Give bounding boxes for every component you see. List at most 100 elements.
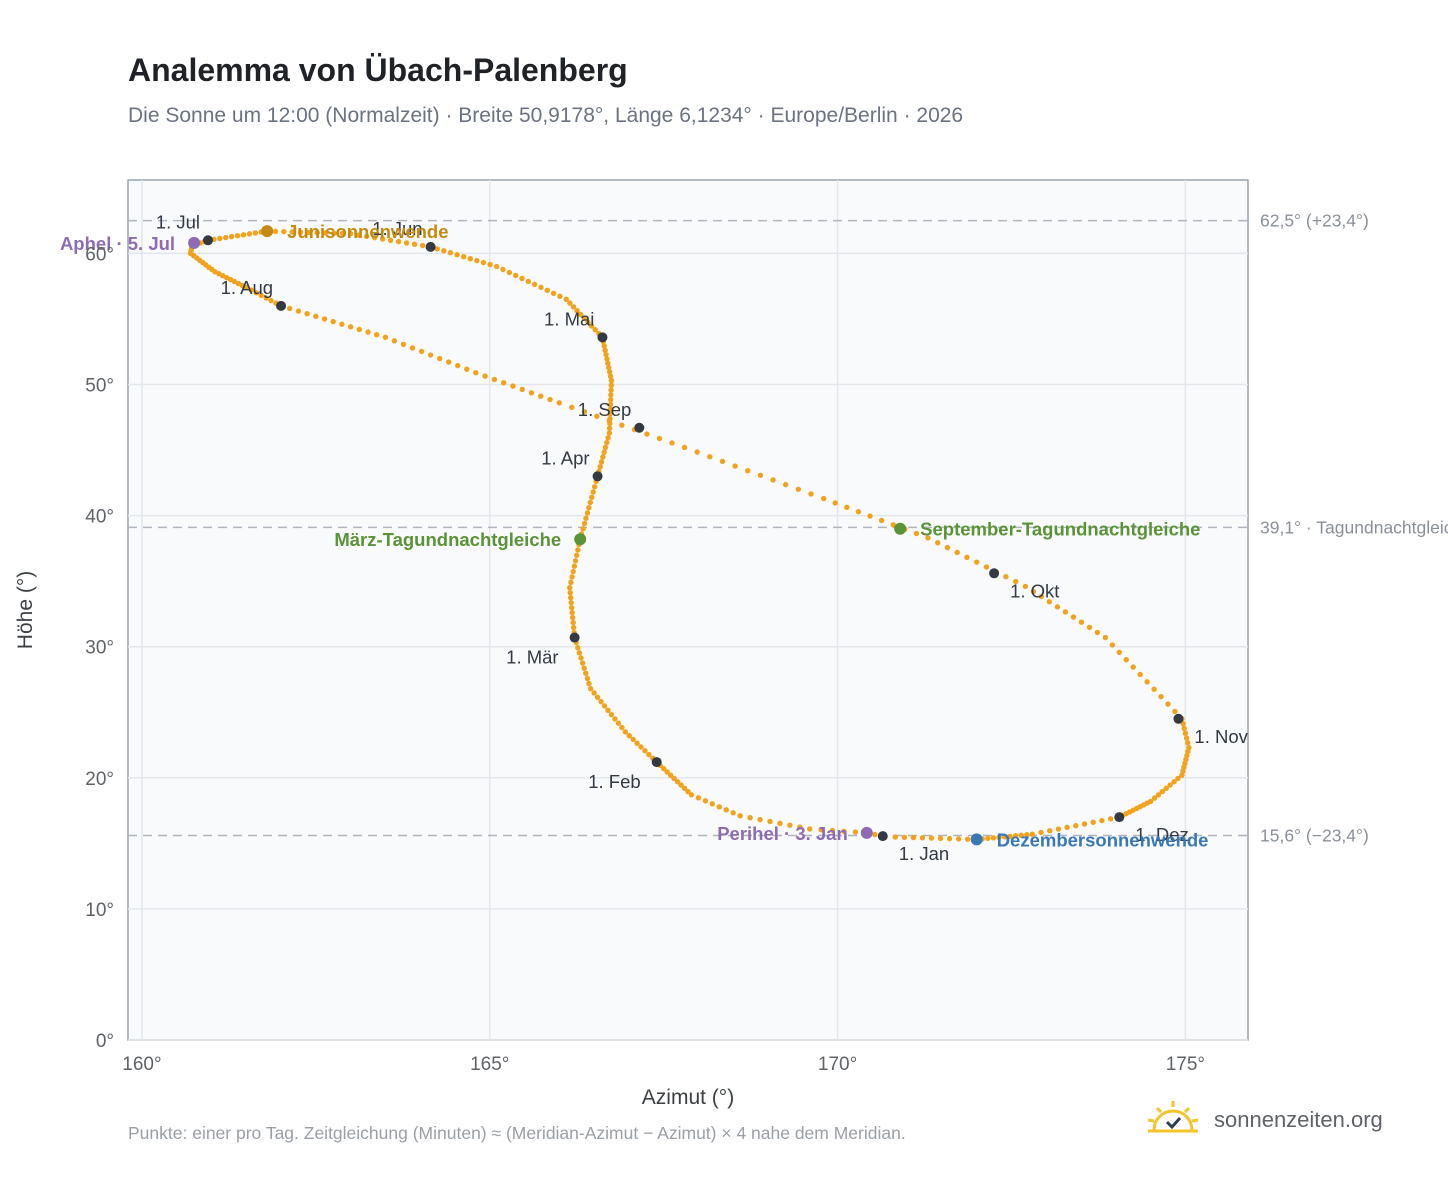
day-point	[500, 266, 506, 273]
day-point	[570, 624, 577, 631]
day-point	[289, 229, 295, 235]
day-point	[400, 341, 407, 348]
y-tick-label: 10°	[85, 900, 114, 921]
day-point	[664, 769, 670, 775]
day-point	[872, 831, 878, 838]
day-point	[606, 364, 612, 371]
day-point	[482, 373, 488, 379]
day-point	[1070, 614, 1077, 620]
day-point	[585, 319, 591, 325]
day-point	[321, 316, 328, 322]
day-point	[594, 413, 600, 419]
day-point	[347, 231, 354, 237]
event-marker	[970, 833, 983, 846]
day-point	[395, 238, 402, 245]
day-point	[783, 481, 789, 488]
plot-area	[127, 179, 1249, 1041]
month-label: 1. Mär	[506, 647, 558, 668]
footnote: Punkte: einer pro Tag. Zeitgleichung (Mi…	[128, 1123, 906, 1143]
grid-lines	[128, 180, 1248, 1041]
month-marker	[425, 241, 436, 252]
x-tick-label: 175°	[1166, 1054, 1205, 1075]
day-point	[606, 425, 613, 431]
day-point	[1102, 634, 1109, 641]
day-point	[820, 495, 827, 502]
day-point	[322, 230, 329, 236]
day-point	[568, 599, 574, 606]
day-point	[391, 338, 398, 344]
day-point	[702, 798, 709, 804]
month-label: 1. Jul	[156, 211, 200, 232]
day-point	[581, 520, 588, 527]
month-label: 1. Aug	[221, 277, 273, 298]
day-point	[985, 835, 991, 842]
y-tick-label: 50°	[85, 376, 114, 397]
day-point	[1055, 826, 1062, 832]
day-point	[379, 236, 386, 242]
reference-line-label: 39,1° · Tagundnachtgleiche	[1260, 517, 1448, 537]
month-marker	[989, 568, 1000, 579]
day-point	[878, 517, 885, 524]
day-point	[667, 772, 674, 778]
day-point	[580, 526, 586, 532]
day-point	[660, 765, 667, 772]
day-point	[506, 269, 513, 276]
day-point	[1012, 578, 1019, 585]
day-point	[339, 230, 345, 237]
day-point	[297, 229, 304, 235]
day-point	[304, 311, 310, 317]
day-point	[1109, 642, 1116, 648]
day-point	[777, 820, 783, 827]
day-point	[1022, 583, 1029, 590]
day-point	[757, 816, 763, 823]
y-tick-label: 0°	[96, 1031, 114, 1052]
day-point	[258, 292, 264, 299]
day-point	[1123, 656, 1129, 663]
day-point	[1054, 604, 1061, 610]
day-point	[464, 366, 470, 372]
day-point	[604, 356, 610, 362]
day-point	[586, 505, 592, 511]
day-point	[622, 729, 629, 735]
day-point	[797, 824, 803, 830]
day-point	[954, 549, 960, 556]
day-point	[569, 614, 576, 621]
event-label: Junisonnenwende	[287, 221, 448, 242]
day-point	[601, 343, 607, 349]
day-point	[606, 369, 613, 375]
x-tick-label: 170°	[818, 1054, 857, 1075]
day-point	[1012, 833, 1019, 839]
day-point	[248, 287, 254, 293]
day-point	[630, 736, 636, 743]
day-point	[695, 795, 702, 801]
day-point	[607, 411, 613, 417]
day-point	[1179, 772, 1185, 778]
day-point	[1099, 817, 1105, 824]
day-point	[678, 782, 684, 788]
day-point	[607, 401, 614, 408]
day-point	[510, 383, 516, 389]
day-point	[681, 444, 688, 451]
month-label: 1. Apr	[541, 447, 589, 468]
day-point	[295, 308, 302, 314]
day-point	[473, 370, 479, 376]
day-point	[557, 293, 563, 300]
day-point	[867, 513, 873, 519]
day-point	[719, 458, 726, 465]
day-point	[732, 463, 738, 469]
day-point	[944, 544, 951, 551]
day-point	[445, 359, 452, 365]
day-point	[583, 670, 589, 677]
day-point	[419, 242, 426, 249]
day-point	[591, 484, 598, 490]
event-marker	[574, 533, 587, 546]
day-point	[487, 261, 493, 268]
day-point	[234, 233, 241, 239]
day-point	[955, 836, 962, 842]
day-point	[576, 650, 583, 656]
month-marker	[1114, 812, 1125, 823]
day-point	[588, 323, 595, 329]
day-point	[602, 347, 608, 353]
day-point	[601, 449, 607, 455]
brand[interactable]: sonnenzeiten.org	[1146, 1100, 1383, 1139]
